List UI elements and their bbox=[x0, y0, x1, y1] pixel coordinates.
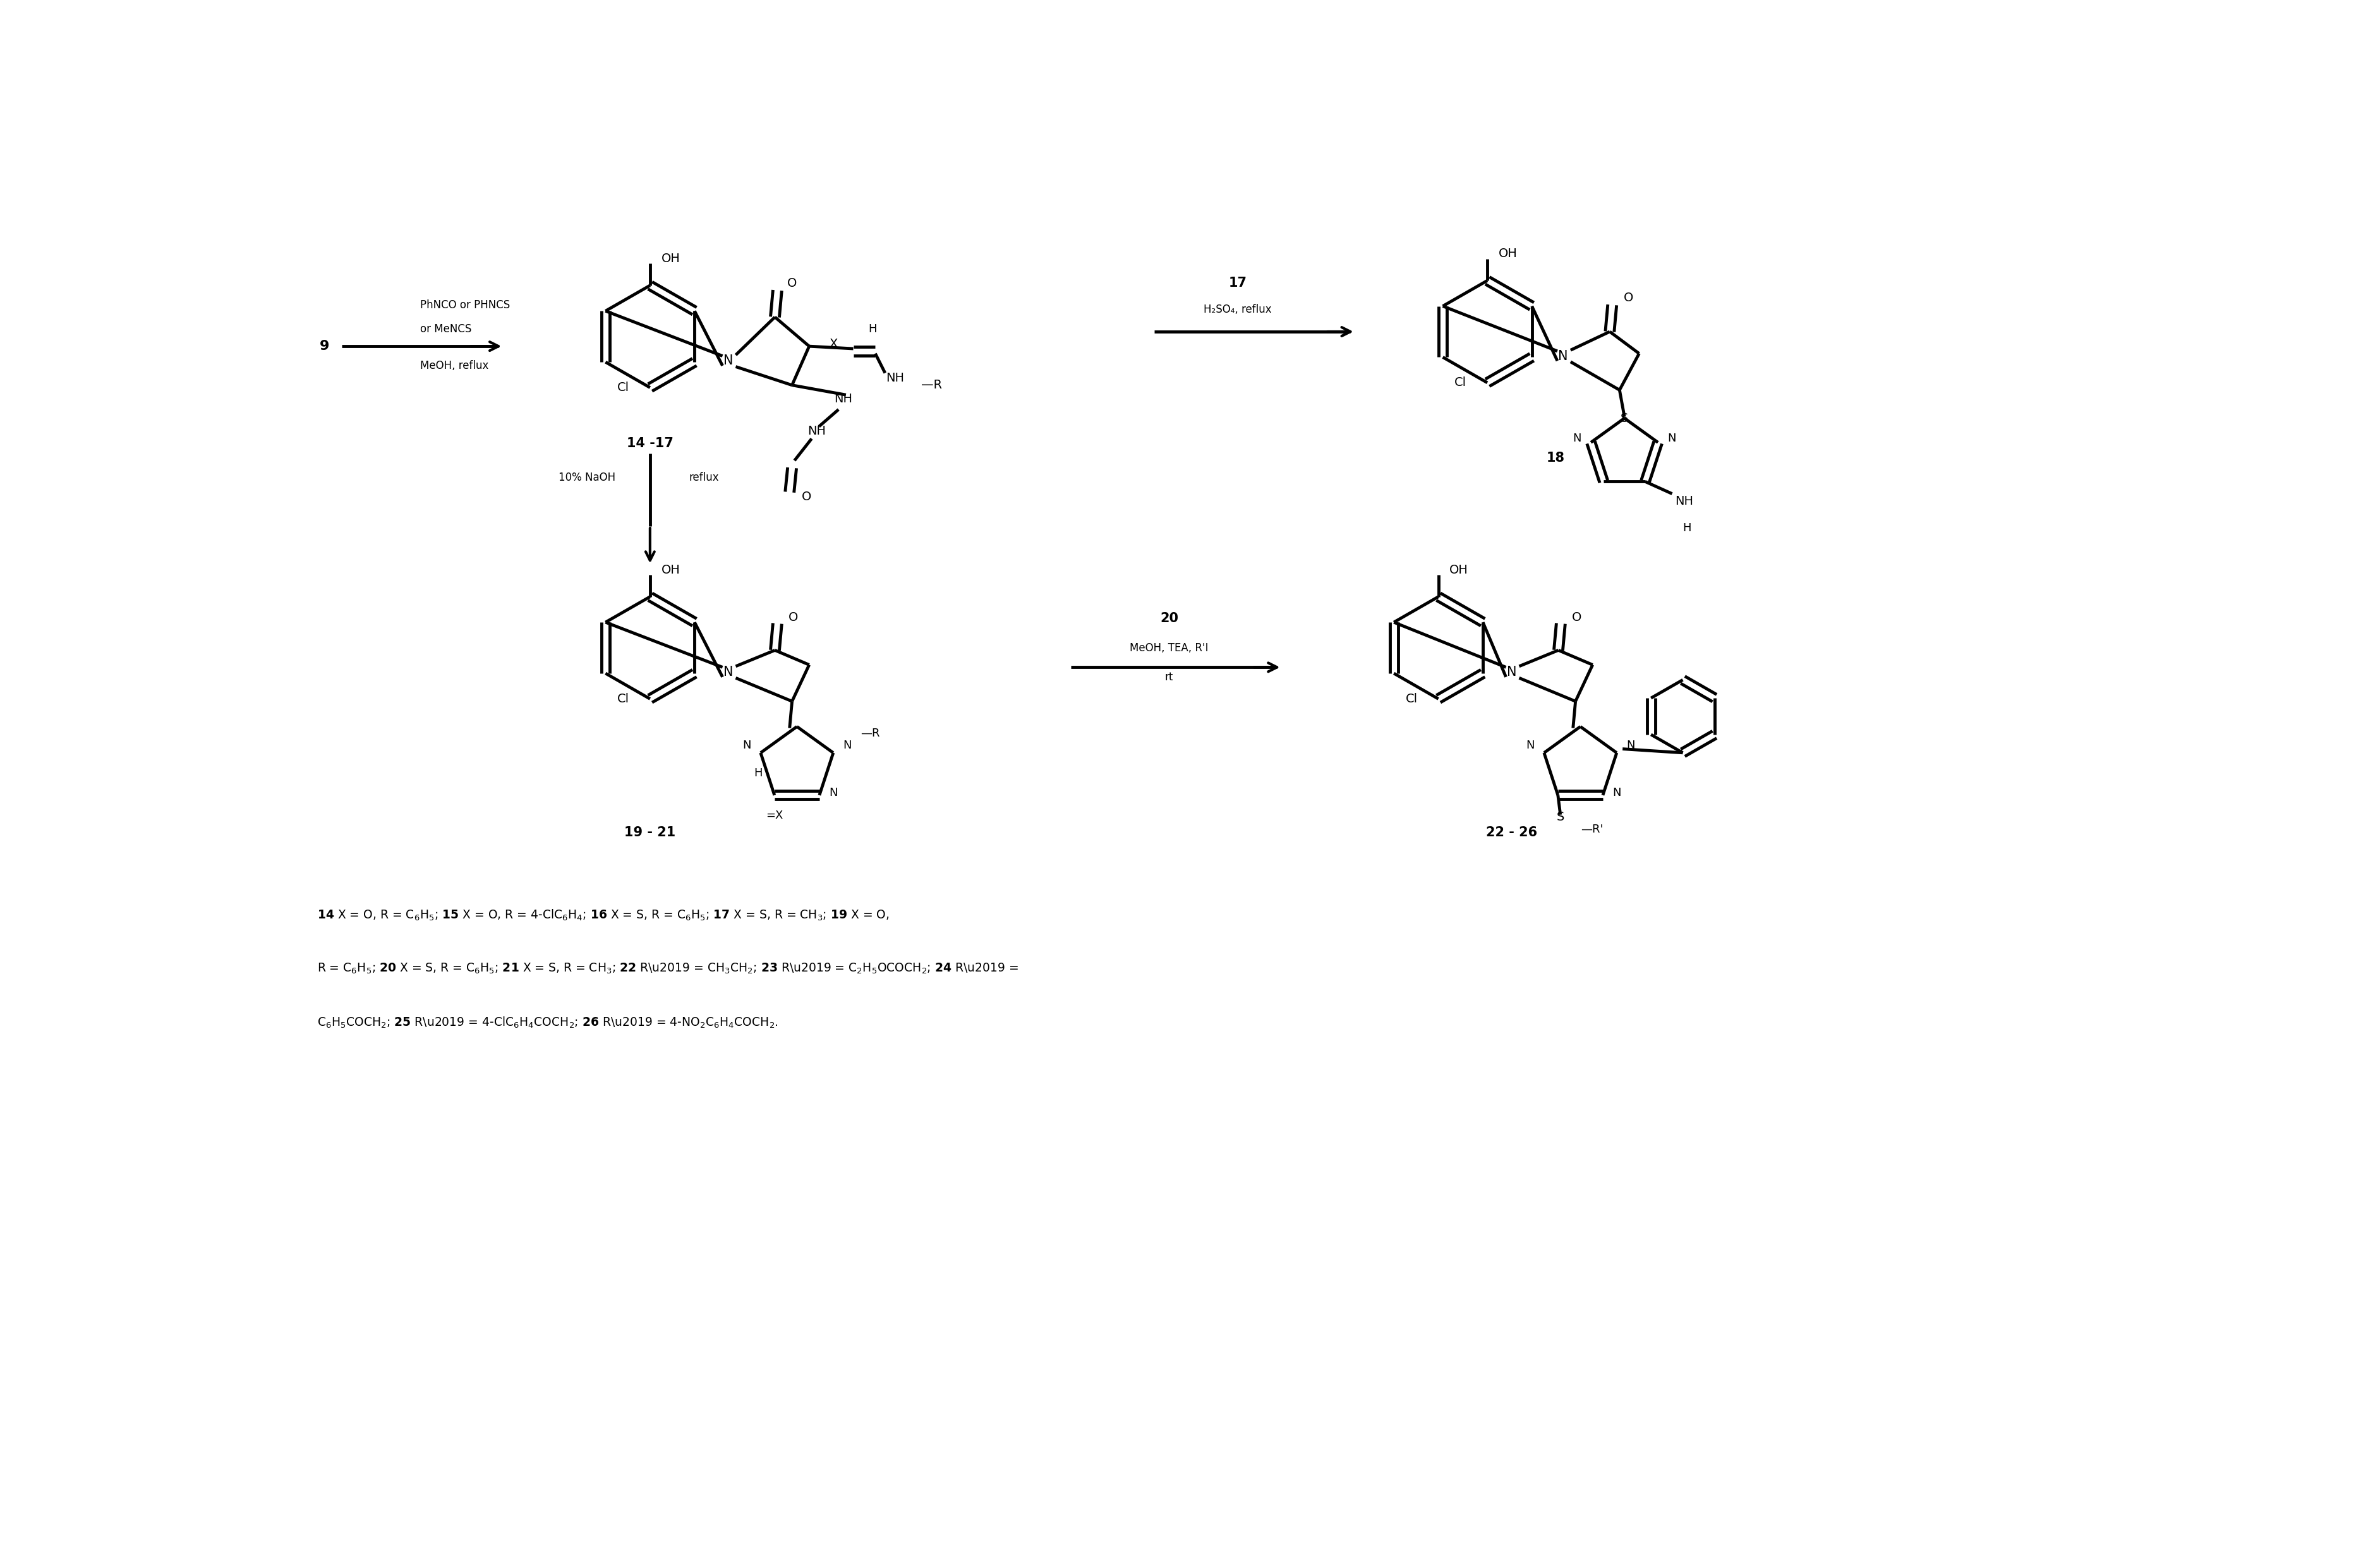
Text: Cl: Cl bbox=[616, 693, 628, 705]
Text: NH: NH bbox=[807, 425, 826, 438]
Text: N: N bbox=[843, 740, 852, 751]
Text: O: O bbox=[802, 491, 812, 504]
Text: OH: OH bbox=[1499, 247, 1518, 260]
Text: H: H bbox=[869, 324, 878, 335]
Text: O: O bbox=[1623, 291, 1633, 303]
Text: H: H bbox=[1683, 522, 1692, 533]
Text: NH: NH bbox=[835, 393, 852, 405]
Text: C$_6$H$_5$COCH$_2$; $\mathbf{25}$ R\u2019 = 4-ClC$_6$H$_4$COCH$_2$; $\mathbf{26}: C$_6$H$_5$COCH$_2$; $\mathbf{25}$ R\u201… bbox=[317, 1015, 778, 1029]
Text: S: S bbox=[1557, 812, 1564, 823]
Text: OH: OH bbox=[662, 565, 681, 576]
Text: NH: NH bbox=[1676, 496, 1695, 507]
Text: N: N bbox=[1573, 433, 1580, 444]
Text: or MeNCS: or MeNCS bbox=[419, 324, 471, 335]
Text: Cl: Cl bbox=[1454, 377, 1466, 389]
Text: MeOH, TEA, R'I: MeOH, TEA, R'I bbox=[1130, 643, 1209, 654]
Text: N: N bbox=[1507, 666, 1516, 679]
Text: N: N bbox=[828, 787, 838, 799]
Text: N: N bbox=[1611, 787, 1621, 799]
Text: PhNCO or PHNCS: PhNCO or PHNCS bbox=[419, 299, 509, 311]
Text: Cl: Cl bbox=[616, 382, 628, 394]
Text: —R': —R' bbox=[1580, 824, 1604, 835]
Text: OH: OH bbox=[662, 253, 681, 264]
Text: O: O bbox=[788, 277, 797, 289]
Text: S: S bbox=[1621, 413, 1628, 424]
Text: N: N bbox=[724, 355, 733, 368]
Text: X: X bbox=[831, 338, 838, 350]
Text: rt: rt bbox=[1164, 671, 1173, 682]
Text: N: N bbox=[743, 740, 752, 751]
Text: N: N bbox=[1526, 740, 1535, 751]
Text: 19 - 21: 19 - 21 bbox=[624, 826, 676, 838]
Text: NH: NH bbox=[885, 372, 904, 383]
Text: =X: =X bbox=[766, 810, 783, 821]
Text: N: N bbox=[1559, 350, 1568, 363]
Text: O: O bbox=[788, 612, 797, 622]
Text: H: H bbox=[754, 768, 762, 779]
Text: 18: 18 bbox=[1547, 452, 1566, 465]
Text: O: O bbox=[1573, 612, 1583, 622]
Text: reflux: reflux bbox=[690, 472, 719, 483]
Text: 10% NaOH: 10% NaOH bbox=[559, 472, 616, 483]
Text: H₂SO₄, reflux: H₂SO₄, reflux bbox=[1204, 303, 1271, 316]
Text: OH: OH bbox=[1449, 565, 1468, 576]
Text: N: N bbox=[1668, 433, 1676, 444]
Text: N: N bbox=[1626, 740, 1635, 751]
Text: N: N bbox=[724, 666, 733, 679]
Text: R = C$_6$H$_5$; $\mathbf{20}$ X = S, R = C$_6$H$_5$; $\mathbf{21}$ X = S, R = CH: R = C$_6$H$_5$; $\mathbf{20}$ X = S, R =… bbox=[317, 962, 1019, 976]
Text: 17: 17 bbox=[1228, 277, 1247, 289]
Text: 22 - 26: 22 - 26 bbox=[1485, 826, 1537, 838]
Text: MeOH, reflux: MeOH, reflux bbox=[419, 360, 488, 371]
Text: 14 -17: 14 -17 bbox=[626, 438, 674, 450]
Text: $\mathbf{14}$ X = O, R = C$_6$H$_5$; $\mathbf{15}$ X = O, R = 4-ClC$_6$H$_4$; $\: $\mathbf{14}$ X = O, R = C$_6$H$_5$; $\m… bbox=[317, 909, 890, 923]
Text: Cl: Cl bbox=[1407, 693, 1418, 705]
Text: 20: 20 bbox=[1159, 612, 1178, 626]
Text: —R: —R bbox=[921, 378, 942, 391]
Text: —R: —R bbox=[859, 727, 881, 740]
Text: 9: 9 bbox=[319, 339, 328, 352]
